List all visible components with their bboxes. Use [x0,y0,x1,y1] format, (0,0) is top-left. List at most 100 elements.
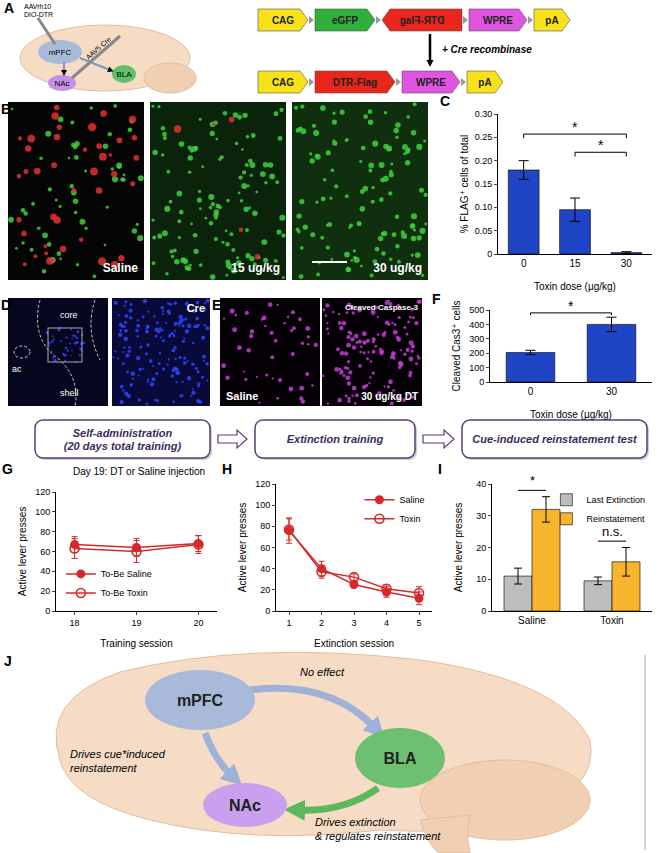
svg-text:Last Extinction: Last Extinction [586,495,645,505]
svg-text:0: 0 [265,606,270,616]
svg-text:pA: pA [545,15,558,26]
svg-text:30: 30 [476,511,486,521]
svg-text:WPRE: WPRE [483,15,513,26]
svg-text:30 ug/kg: 30 ug/kg [373,261,422,275]
svg-text:15: 15 [569,258,581,269]
svg-text:40: 40 [260,564,270,574]
svg-text:DIO-DTR: DIO-DTR [24,11,53,18]
svg-text:0.10: 0.10 [475,202,493,212]
svg-text:10: 10 [476,574,486,584]
svg-text:20: 20 [193,618,203,628]
svg-text:Cue-induced reinstatement test: Cue-induced reinstatement test [472,433,638,445]
svg-text:30: 30 [621,258,633,269]
svg-text:0: 0 [487,249,492,259]
svg-text:Reinstatement: Reinstatement [586,514,645,524]
svg-text:120: 120 [35,487,50,497]
svg-text:To-Be Toxin: To-Be Toxin [101,588,148,598]
svg-text:100: 100 [469,363,484,373]
svg-text:4: 4 [384,618,389,628]
svg-text:J: J [4,653,12,669]
svg-text:DTR-Flag: DTR-Flag [400,15,444,26]
svg-text:To-Be Saline: To-Be Saline [101,569,152,579]
svg-text:G: G [2,461,13,477]
svg-text:eGFP: eGFP [332,15,358,26]
svg-text:500: 500 [469,305,484,315]
svg-text:0: 0 [528,386,534,397]
svg-text:NAc: NAc [54,79,69,88]
svg-text:Saline: Saline [226,390,258,402]
svg-text:BLA: BLA [116,70,132,79]
svg-text:Active lever presses: Active lever presses [237,503,248,592]
svg-text:2: 2 [319,618,324,628]
svg-text:100: 100 [255,500,270,510]
svg-text:40: 40 [40,566,50,576]
svg-text:18: 18 [70,618,80,628]
svg-text:0: 0 [521,258,527,269]
svg-text:% FLAG⁺ cells of total: % FLAG⁺ cells of total [459,135,470,234]
svg-text:Day 19: DT or Saline injection: Day 19: DT or Saline injection [73,466,205,477]
svg-text:1: 1 [286,618,291,628]
svg-text:Self-administration: Self-administration [73,427,173,439]
svg-text:20: 20 [260,585,270,595]
svg-text:0.20: 0.20 [475,156,493,166]
svg-text:n.s.: n.s. [602,524,623,539]
svg-text:5: 5 [416,618,421,628]
svg-text:0.05: 0.05 [475,226,493,236]
svg-text:0.15: 0.15 [475,179,493,189]
svg-text:A: A [4,0,14,16]
svg-text:0.30: 0.30 [475,109,493,119]
svg-text:Saline: Saline [103,261,139,275]
svg-text:I: I [438,461,442,477]
svg-text:core: core [60,310,78,320]
svg-text:BLA: BLA [384,750,417,767]
svg-text:reinstatement: reinstatement [70,762,138,774]
svg-text:40: 40 [476,479,486,489]
svg-text:CAG: CAG [272,15,294,26]
svg-text:120: 120 [255,479,270,489]
svg-text:ac: ac [12,364,22,374]
svg-text:shell: shell [60,388,79,398]
svg-text:400: 400 [469,320,484,330]
svg-text:C: C [440,93,450,109]
svg-text:H: H [222,461,232,477]
svg-text:80: 80 [40,527,50,537]
svg-text:0: 0 [45,606,50,616]
svg-text:60: 60 [40,547,50,557]
svg-text:mPFC: mPFC [49,48,72,57]
svg-text:20: 20 [476,543,486,553]
svg-text:0.25: 0.25 [475,132,493,142]
svg-text:Toxin dose (µg/kg): Toxin dose (µg/kg) [534,281,616,292]
svg-text:Cre: Cre [187,302,205,314]
svg-text:+ Cre recombinase: + Cre recombinase [442,44,532,55]
svg-text:Extinction session: Extinction session [314,638,394,649]
svg-text:*: * [572,119,578,135]
svg-text:NAc: NAc [229,797,261,814]
svg-text:AAVrh10: AAVrh10 [24,3,51,10]
svg-text:E: E [212,297,221,313]
svg-text:*: * [598,137,604,153]
svg-text:D: D [1,297,11,313]
svg-text:(20 days total training): (20 days total training) [64,440,182,452]
svg-text:Saline: Saline [518,615,546,626]
svg-text:*: * [530,473,535,488]
svg-text:& regulates reinstatement: & regulates reinstatement [315,830,441,842]
svg-text:100: 100 [35,507,50,517]
svg-text:80: 80 [260,521,270,531]
svg-text:20: 20 [40,586,50,596]
svg-text:3: 3 [351,618,356,628]
svg-text:pA: pA [478,77,491,88]
svg-text:WPRE: WPRE [416,77,446,88]
svg-text:Active lever presses: Active lever presses [17,507,28,596]
svg-text:Toxin dose (µg/kg): Toxin dose (µg/kg) [530,409,612,420]
svg-text:0: 0 [481,606,486,616]
svg-text:30: 30 [606,386,618,397]
svg-text:15 ug/kg: 15 ug/kg [231,261,280,275]
svg-text:B: B [1,101,11,117]
svg-text:Cleaved Caspase-3: Cleaved Caspase-3 [345,303,418,312]
svg-text:Saline: Saline [399,495,424,505]
svg-text:300: 300 [469,334,484,344]
svg-text:Cleaved Cas3⁺ cells: Cleaved Cas3⁺ cells [451,301,462,392]
svg-text:Drives extinction: Drives extinction [315,816,396,828]
svg-text:200: 200 [469,348,484,358]
svg-text:*: * [568,298,574,314]
